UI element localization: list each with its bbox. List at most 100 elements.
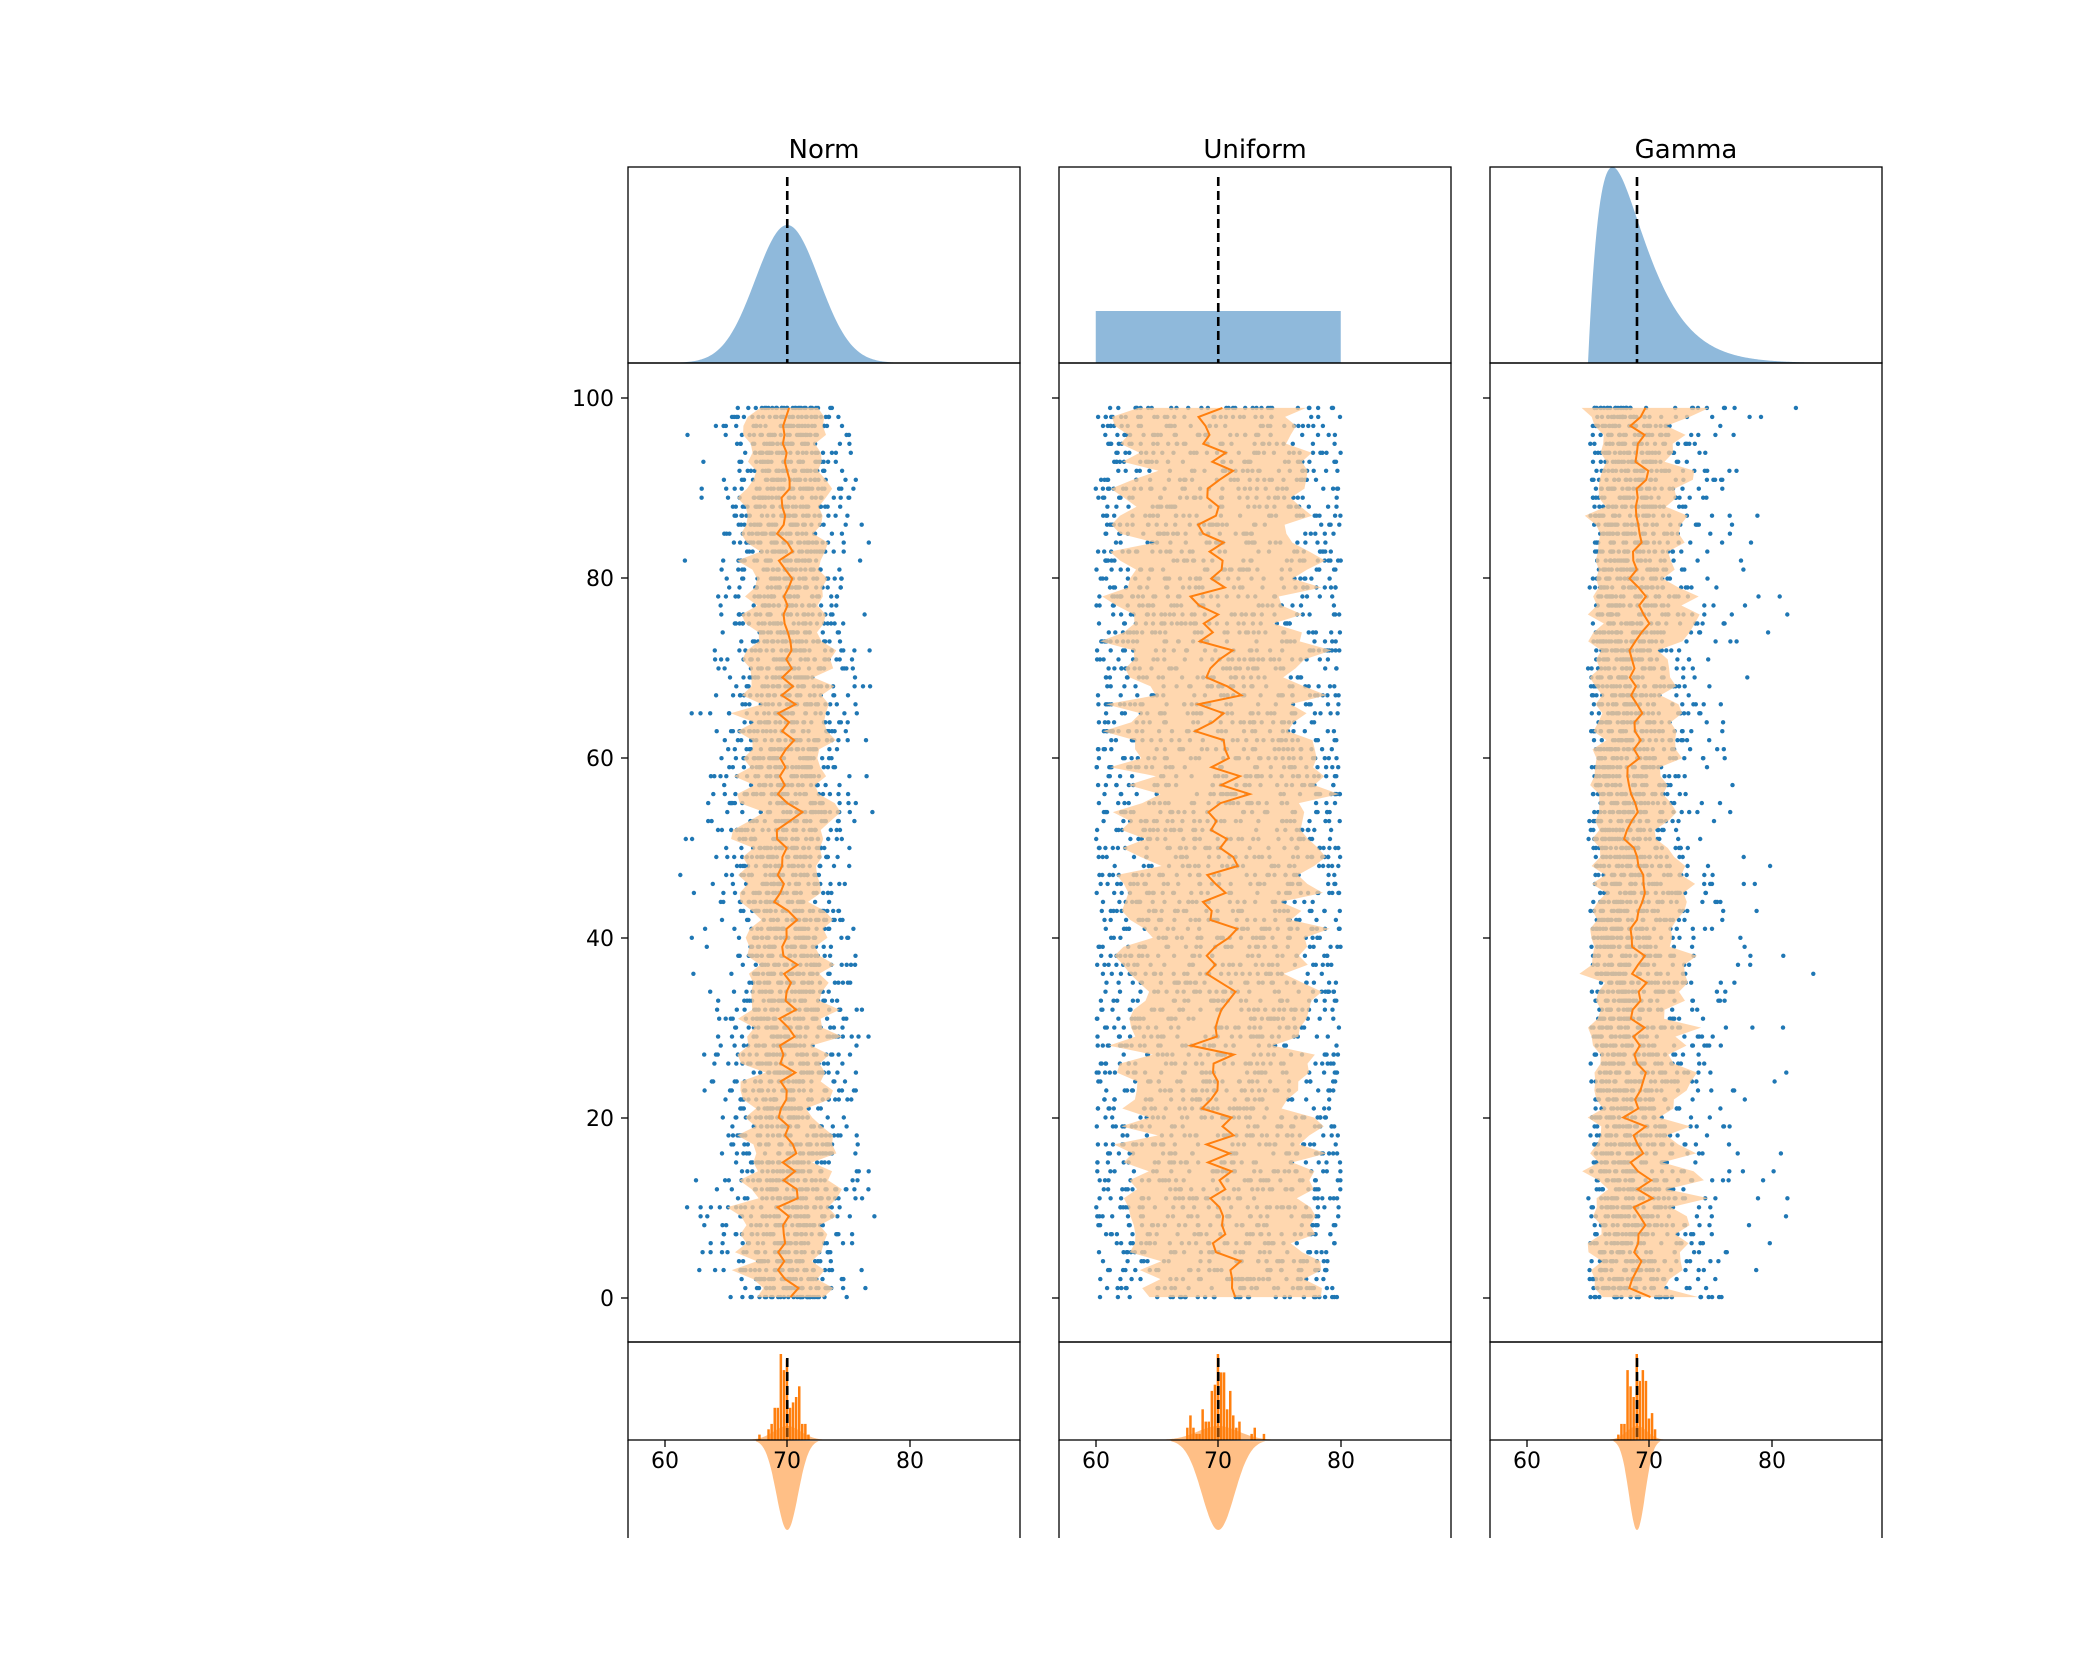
scatter-point — [862, 612, 867, 617]
scatter-point — [1333, 917, 1339, 923]
x-tick-label: 70 — [773, 1449, 801, 1474]
scatter-point — [864, 774, 869, 779]
scatter-point — [1283, 1043, 1289, 1048]
scatter-point — [1118, 971, 1124, 976]
scatter-point — [1321, 1070, 1327, 1075]
scatter-point — [733, 1115, 738, 1120]
scatter-point — [842, 711, 847, 716]
scatter-point — [717, 1016, 722, 1021]
scatter-point — [708, 1205, 714, 1210]
scatter-point — [835, 1214, 840, 1219]
scatter-point — [701, 459, 706, 464]
scatter-point — [833, 1097, 838, 1102]
scatter-point — [1103, 1115, 1108, 1120]
scatter-point — [838, 585, 843, 590]
scatter-point — [758, 1070, 763, 1075]
scatter-point — [847, 774, 852, 779]
scatter-point — [1334, 998, 1339, 1003]
top-density-axes — [628, 177, 1020, 363]
scatter-point — [1320, 1196, 1325, 1201]
scatter-point — [853, 1196, 858, 1201]
scatter-point — [1144, 1133, 1150, 1138]
scatter-point — [1095, 1043, 1100, 1048]
scatter-point — [840, 666, 845, 671]
scatter-point — [1117, 774, 1123, 779]
scatter-point — [742, 1007, 747, 1012]
scatter-point — [837, 881, 842, 887]
scatter-point — [828, 702, 833, 707]
scatter-point — [852, 818, 857, 824]
scatter-point — [1333, 1079, 1338, 1084]
scatter-point — [845, 720, 850, 725]
scatter-point — [723, 432, 728, 438]
scatter-point — [1094, 836, 1099, 842]
scatter-point — [1123, 1267, 1128, 1273]
scatter-point — [1310, 935, 1315, 940]
scatter-point — [1104, 1025, 1109, 1030]
scatter-point — [847, 863, 852, 869]
scatter-point — [831, 1133, 837, 1138]
scatter-point — [834, 702, 839, 707]
scatter-point — [831, 863, 837, 869]
scatter-point — [733, 791, 738, 797]
scatter-point — [825, 1061, 831, 1066]
scatter-point — [1331, 1088, 1336, 1093]
scatter-point — [851, 926, 856, 931]
scatter-point — [1117, 989, 1123, 994]
scatter-point — [846, 935, 851, 940]
scatter-point — [724, 576, 729, 581]
scatter-point — [872, 1214, 877, 1219]
scatter-point — [1323, 1115, 1329, 1120]
scatter-point — [836, 414, 841, 420]
scatter-point — [1118, 935, 1123, 940]
scatter-point — [1323, 765, 1329, 770]
scatter-point — [1096, 1250, 1102, 1255]
scatter-point — [1322, 998, 1327, 1003]
scatter-point — [841, 1276, 846, 1282]
scatter-point — [1123, 917, 1129, 923]
histogram-bar — [779, 1354, 783, 1440]
scatter-point — [841, 621, 846, 626]
scatter-point — [1322, 756, 1327, 761]
scatter-point — [848, 980, 853, 985]
scatter-point — [713, 693, 719, 698]
scatter-point — [1311, 944, 1316, 949]
scatter-point — [743, 702, 748, 707]
scatter-point — [831, 765, 836, 770]
scatter-point — [1108, 908, 1113, 914]
scatter-point — [732, 747, 737, 752]
scatter-point — [836, 738, 841, 743]
scatter-point — [812, 899, 818, 905]
scatter-point — [727, 765, 732, 770]
y-tick-label: 100 — [572, 387, 614, 412]
scatter-point — [718, 774, 723, 779]
scatter-point — [1337, 818, 1342, 824]
scatter-point — [1327, 809, 1332, 815]
scatter-point — [742, 1196, 747, 1201]
scatter-point — [854, 1169, 859, 1174]
scatter-point — [859, 1196, 865, 1201]
scatter-point — [740, 962, 745, 967]
scatter-point — [1096, 756, 1102, 761]
scatter-point — [705, 1214, 710, 1219]
scatter-point — [826, 1160, 831, 1165]
scatter-point — [831, 1025, 837, 1030]
scatter-point — [727, 585, 732, 590]
scatter-point — [829, 531, 835, 536]
scatter-point — [1338, 1187, 1343, 1192]
scatter-point — [1325, 729, 1330, 734]
scatter-point — [1313, 1178, 1318, 1183]
scatter-point — [847, 845, 852, 851]
scatter-point — [1097, 1214, 1102, 1219]
scatter-point — [1135, 998, 1140, 1003]
scatter-point — [841, 1016, 846, 1021]
scatter-point — [706, 818, 711, 824]
y-tick-label: 20 — [586, 1107, 614, 1132]
scatter-point — [1127, 1294, 1132, 1300]
scatter-point — [842, 881, 847, 887]
scatter-point — [722, 1178, 728, 1183]
scatter-point — [829, 603, 834, 608]
scatter-point — [727, 675, 733, 680]
scatter-point — [847, 495, 852, 500]
scatter-point — [699, 486, 704, 491]
